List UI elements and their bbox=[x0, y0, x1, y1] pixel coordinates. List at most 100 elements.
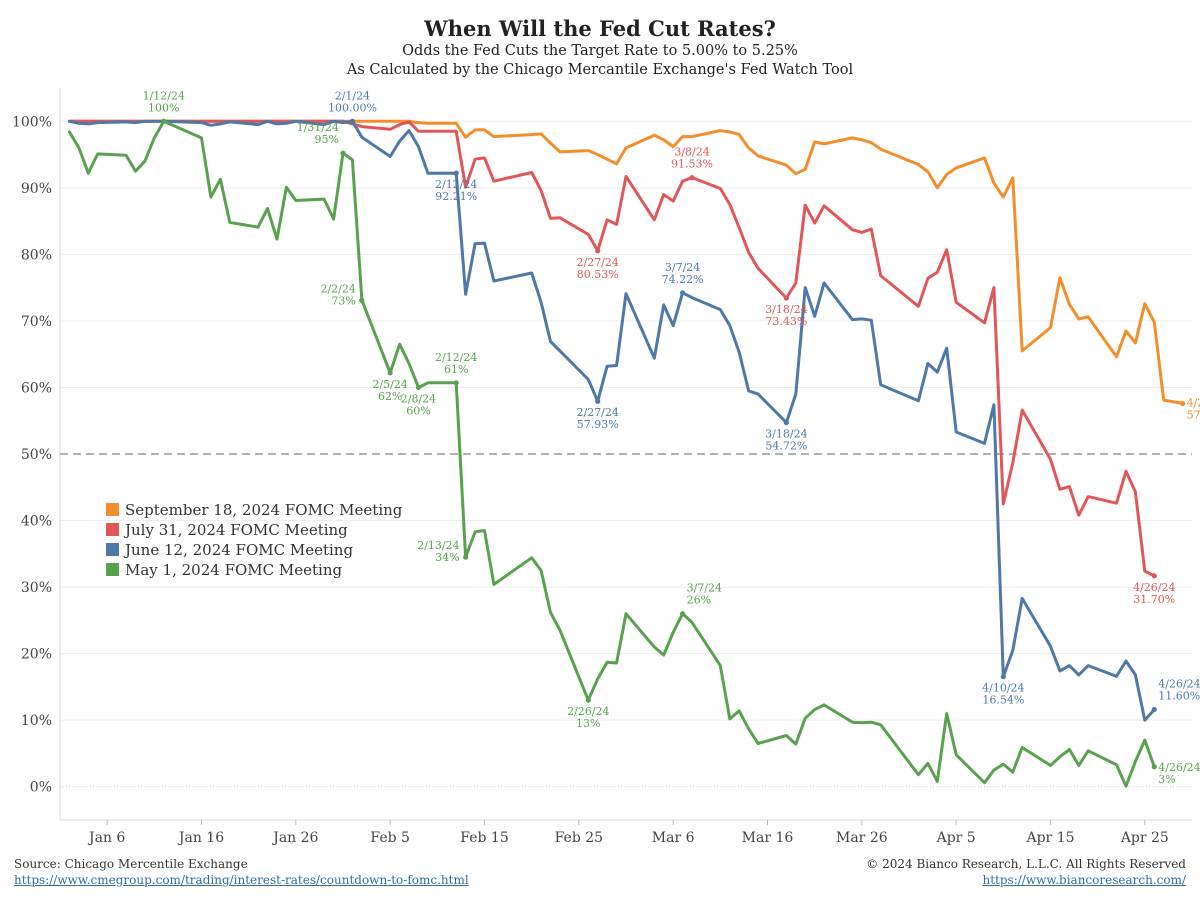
legend-label: May 1, 2024 FOMC Meeting bbox=[125, 561, 342, 579]
chart-title: When Will the Fed Cut Rates? bbox=[424, 16, 776, 41]
annotation-point bbox=[680, 290, 686, 296]
annotation-value: 74.22% bbox=[662, 273, 704, 286]
x-tick-label: Feb 5 bbox=[370, 830, 410, 846]
annotation-date: 4/26/24 bbox=[1158, 761, 1200, 774]
annotation-date: 3/8/24 bbox=[674, 146, 709, 159]
y-tick-label: 90% bbox=[21, 181, 52, 197]
legend-swatch bbox=[106, 563, 119, 576]
annotation-value: 34% bbox=[435, 551, 459, 564]
annotation-date: 4/26/24 bbox=[1133, 581, 1175, 594]
annotation-value: 61% bbox=[444, 363, 468, 376]
annotation-value: 73.43% bbox=[765, 315, 807, 328]
y-tick-label: 50% bbox=[21, 447, 52, 463]
annotation-value: 100% bbox=[148, 101, 179, 114]
annotation-date: 1/31/24 bbox=[297, 121, 339, 134]
series-line-september-18-2024-fomc-meeting bbox=[67, 119, 1185, 405]
annotation-value: 80.53% bbox=[577, 268, 619, 281]
legend-swatch bbox=[106, 503, 119, 516]
annotation-point bbox=[463, 554, 469, 560]
series-line-july-31-2024-fomc-meeting bbox=[67, 119, 1156, 578]
annotation-date: 2/8/24 bbox=[401, 392, 436, 405]
annotation-value: 91.53% bbox=[671, 158, 713, 171]
annotation-point bbox=[1179, 400, 1186, 407]
site-link-wrap: https://www.biancoresearch.com/ bbox=[982, 873, 1186, 887]
annotation-date: 1/12/24 bbox=[143, 89, 185, 102]
annotation-value: 73% bbox=[331, 294, 355, 307]
x-tick-label: Jan 26 bbox=[271, 830, 318, 846]
annotation-value: 60% bbox=[406, 404, 430, 417]
annotation-point bbox=[1151, 573, 1157, 579]
annotation-point bbox=[1151, 764, 1157, 770]
annotation-date: 2/12/24 bbox=[435, 178, 477, 191]
annotation-value: 57.60% bbox=[1187, 408, 1200, 421]
annotation-date: 2/26/24 bbox=[567, 705, 609, 718]
annotation-date: 2/13/24 bbox=[417, 539, 459, 552]
y-tick-label: 80% bbox=[21, 247, 52, 263]
annotation-point bbox=[415, 384, 422, 391]
annotation-value: 11.60% bbox=[1158, 690, 1200, 703]
x-tick-label: Apr 25 bbox=[1120, 830, 1169, 846]
annotation-date: 4/26/24 bbox=[1187, 396, 1200, 409]
annotation-value: 26% bbox=[687, 594, 711, 607]
annotation-point bbox=[680, 611, 686, 617]
annotation-point bbox=[1151, 706, 1157, 713]
x-tick-label: Jan 16 bbox=[177, 830, 224, 846]
annotation-point bbox=[595, 398, 601, 404]
y-tick-label: 20% bbox=[21, 647, 52, 663]
y-tick-label: 10% bbox=[21, 713, 52, 729]
y-tick-label: 0% bbox=[30, 780, 52, 796]
annotation-value: 100.00% bbox=[328, 101, 377, 114]
annotation-date: 3/18/24 bbox=[765, 428, 807, 441]
annotation-point bbox=[359, 297, 365, 303]
annotation-point bbox=[595, 248, 601, 254]
annotation-point bbox=[340, 150, 346, 156]
annotation-point bbox=[1000, 674, 1006, 680]
x-tick-label: Mar 26 bbox=[836, 830, 888, 846]
legend: September 18, 2024 FOMC Meeting July 31, … bbox=[106, 501, 403, 579]
annotation-point bbox=[783, 295, 789, 301]
annotation-value: 16.54% bbox=[982, 694, 1024, 707]
site-link[interactable]: https://www.biancoresearch.com/ bbox=[982, 873, 1186, 887]
series-line-may-1-2024-fomc-meeting bbox=[67, 119, 1156, 788]
annotation-date: 2/27/24 bbox=[576, 406, 618, 419]
y-tick-label: 70% bbox=[21, 314, 52, 330]
chart-subtitle: Odds the Fed Cuts the Target Rate to 5.0… bbox=[402, 43, 798, 59]
legend-label: June 12, 2024 FOMC Meeting bbox=[123, 541, 353, 559]
annotation-date: 2/2/24 bbox=[320, 282, 355, 295]
source-link[interactable]: https://www.cmegroup.com/trading/interes… bbox=[14, 873, 469, 887]
annotation-value: 3% bbox=[1158, 773, 1175, 786]
series-line-june-12-2024-fomc-meeting bbox=[67, 119, 1156, 722]
x-tick-label: Mar 6 bbox=[652, 830, 695, 846]
copyright-note: © 2024 Bianco Research, L.L.C. All Right… bbox=[866, 857, 1186, 871]
annotation-date: 2/27/24 bbox=[576, 256, 618, 269]
y-tick-label: 100% bbox=[12, 114, 52, 130]
annotation-point bbox=[585, 697, 591, 703]
x-tick-label: Mar 16 bbox=[742, 830, 794, 846]
annotation-date: 3/7/24 bbox=[665, 261, 700, 274]
annotation-value: 13% bbox=[576, 717, 600, 730]
chart-subtitle-2: As Calculated by the Chicago Mercantile … bbox=[346, 62, 854, 78]
annotation-value: 62% bbox=[378, 390, 402, 403]
annotation-date: 3/18/24 bbox=[765, 303, 807, 316]
annotation-value: 54.72% bbox=[765, 440, 807, 453]
annotation-date: 2/12/24 bbox=[435, 351, 477, 364]
x-tick-label: Apr 15 bbox=[1025, 830, 1074, 846]
annotation-point bbox=[783, 419, 789, 426]
annotation-date: 2/1/24 bbox=[335, 89, 370, 102]
y-tick-label: 40% bbox=[21, 514, 52, 530]
annotation-date: 2/5/24 bbox=[372, 378, 407, 391]
annotation-point bbox=[689, 175, 695, 181]
annotation-value: 92.21% bbox=[435, 190, 477, 203]
annotation-point bbox=[453, 170, 459, 176]
annotation-point bbox=[387, 370, 393, 376]
x-tick-label: Feb 25 bbox=[555, 830, 603, 846]
y-tick-label: 30% bbox=[21, 580, 52, 596]
legend-label: July 31, 2024 FOMC Meeting bbox=[123, 521, 348, 539]
annotation-point bbox=[161, 118, 167, 124]
legend-label: September 18, 2024 FOMC Meeting bbox=[125, 501, 403, 519]
annotation-point bbox=[453, 380, 459, 386]
annotation-date: 4/10/24 bbox=[982, 682, 1024, 695]
x-tick-label: Jan 6 bbox=[87, 830, 125, 846]
annotation-value: 95% bbox=[315, 133, 339, 146]
